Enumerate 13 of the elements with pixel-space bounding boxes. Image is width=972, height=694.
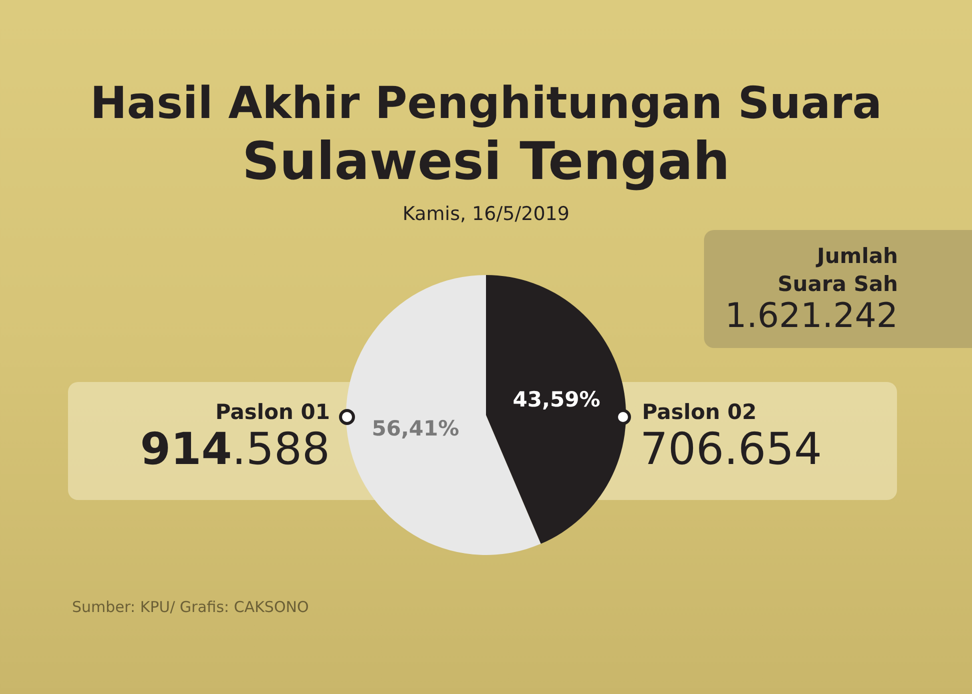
- text: Sumber: KPU/ Grafis: CAKSONO: [72, 598, 309, 616]
- text: 914.588: [139, 424, 330, 475]
- data-label: 43,59%: [512, 388, 600, 412]
- chart-subtitle: Sulawesi Tengah: [241, 132, 731, 192]
- text: Kamis, 16/5/2019: [402, 203, 570, 225]
- slice-label: Paslon 02: [642, 400, 757, 424]
- slice-label: Paslon 01: [214, 400, 330, 424]
- data-label: 56,41%: [372, 416, 460, 440]
- text: Jumlah Suara Sah: [776, 243, 898, 298]
- pie-slice: [486, 275, 626, 544]
- text: 1.621.242: [724, 296, 898, 336]
- text: 706.654: [640, 424, 822, 475]
- chart-title: Hasil Akhir Penghitungan Suara: [89, 78, 883, 129]
